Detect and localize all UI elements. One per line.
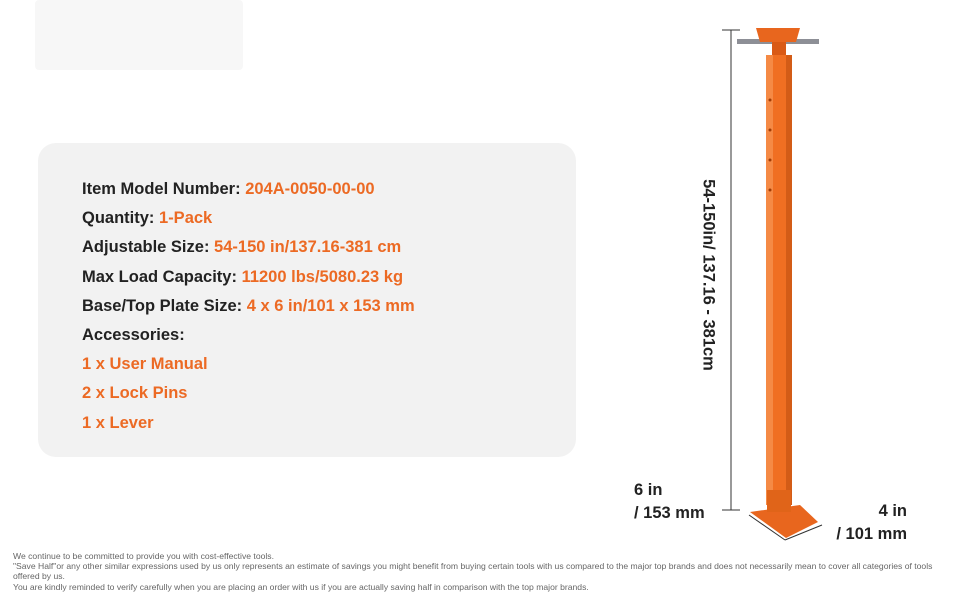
- height-label: 54-150in/ 137.16 - 381cm: [699, 179, 718, 371]
- spec-label: Base/Top Plate Size:: [82, 296, 243, 315]
- accessories-heading: Accessories:: [82, 326, 185, 345]
- logo-placeholder: [35, 0, 243, 70]
- disclaimer-line: You are kindly reminded to verify carefu…: [13, 581, 589, 592]
- spec-row: Max Load Capacity: 11200 lbs/5080.23 kg: [82, 263, 415, 292]
- spec-value: 4 x 6 in/101 x 153 mm: [246, 296, 415, 315]
- width-in: 4 in: [878, 502, 907, 520]
- spec-list: Item Model Number: 204A-0050-00-00 Quanti…: [82, 175, 415, 438]
- spec-label: Item Model Number:: [82, 180, 241, 198]
- accessory-item: 1 x Lever: [82, 413, 154, 432]
- accessory-item: 2 x Lock Pins: [82, 384, 188, 403]
- accessories: 1 x User Manual 2 x Lock Pins 1 x Lever: [82, 350, 415, 438]
- spec-label: Quantity:: [82, 209, 155, 228]
- length-in: 6 in: [634, 481, 663, 499]
- spec-label: Max Load Capacity:: [82, 267, 237, 286]
- spec-value: 11200 lbs/5080.23 kg: [241, 267, 404, 286]
- spec-value: 1-Pack: [159, 209, 213, 228]
- spec-panel: [38, 143, 576, 457]
- spec-row: Adjustable Size: 54-150 in/137.16-381 cm: [82, 233, 415, 262]
- spec-label: Adjustable Size:: [82, 238, 210, 257]
- accessory-item: 1 x User Manual: [82, 355, 208, 374]
- spec-row: Item Model Number: 204A-0050-00-00: [82, 175, 415, 204]
- width-label: 4 in / 101 mm: [831, 500, 907, 546]
- spec-value: 54-150 in/137.16-381 cm: [214, 238, 402, 257]
- specs: Item Model Number: 204A-0050-00-00 Quanti…: [82, 175, 415, 321]
- spec-row: Base/Top Plate Size: 4 x 6 in/101 x 153 …: [82, 292, 415, 321]
- length-mm: / 153 mm: [634, 504, 705, 522]
- spec-value: 204A-0050-00-00: [245, 180, 375, 198]
- disclaimer-line: We continue to be committed to provide y…: [13, 551, 274, 561]
- disclaimer-line: "Save Half"or any other similar expressi…: [13, 561, 933, 582]
- length-label: 6 in / 153 mm: [634, 479, 705, 525]
- disclaimer: We continue to be committed to provide y…: [13, 551, 953, 592]
- width-mm: / 101 mm: [836, 525, 907, 543]
- spec-row: Quantity: 1-Pack: [82, 204, 415, 233]
